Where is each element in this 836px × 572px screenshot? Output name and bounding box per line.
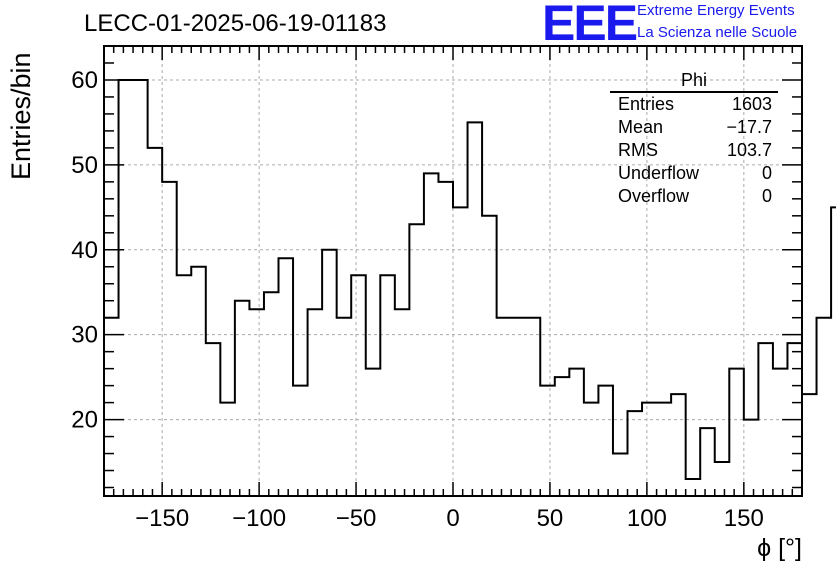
stats-row-rms: RMS 103.7	[610, 139, 778, 162]
axis-ticks	[104, 45, 802, 496]
y-tick-label: 50	[71, 152, 98, 179]
chart-title: LECC-01-2025-06-19-01183	[84, 10, 387, 37]
stats-value: 0	[761, 186, 772, 206]
stats-label: Mean	[618, 117, 664, 137]
tick-labels: −150 −100 −50 0 50 100 150 20 30 40 50 60	[71, 67, 764, 532]
grid-lines	[104, 46, 802, 496]
stats-row-mean: Mean −17.7	[610, 116, 778, 139]
y-tick-label: 60	[71, 67, 98, 94]
stats-row-overflow: Overflow 0	[610, 185, 778, 208]
stats-value: 0	[761, 163, 772, 183]
stats-value: −17.7	[726, 117, 772, 137]
stats-label: Overflow	[618, 186, 690, 206]
stats-row-underflow: Underflow 0	[610, 162, 778, 185]
stats-value: 1603	[731, 94, 772, 114]
x-axis-label: ϕ [°]	[757, 534, 802, 562]
stats-box: Phi Entries 1603 Mean −17.7 RMS 103.7 Un…	[610, 70, 778, 208]
stats-row-entries: Entries 1603	[610, 93, 778, 116]
x-tick-label: −100	[232, 505, 286, 532]
logo-line-1: Extreme Energy Events	[637, 2, 795, 19]
stats-box-title: Phi	[610, 70, 778, 93]
x-tick-label: 100	[627, 505, 667, 532]
stats-label: Entries	[618, 94, 675, 114]
x-tick-label: 50	[537, 505, 564, 532]
y-axis-label: Entries/bin	[6, 52, 36, 180]
y-tick-label: 30	[71, 322, 98, 349]
x-tick-label: 0	[446, 505, 459, 532]
eee-logo: EEE	[542, 0, 638, 51]
x-tick-label: −150	[135, 505, 189, 532]
x-tick-label: 150	[724, 505, 764, 532]
stats-label: RMS	[618, 140, 658, 160]
stats-label: Underflow	[618, 163, 700, 183]
y-tick-label: 20	[71, 407, 98, 434]
stats-value: 103.7	[726, 140, 772, 160]
x-tick-label: −50	[336, 505, 377, 532]
logo-line-2: La Scienza nelle Scuole	[637, 24, 798, 41]
y-tick-label: 40	[71, 237, 98, 264]
histogram-outline	[103, 78, 836, 496]
